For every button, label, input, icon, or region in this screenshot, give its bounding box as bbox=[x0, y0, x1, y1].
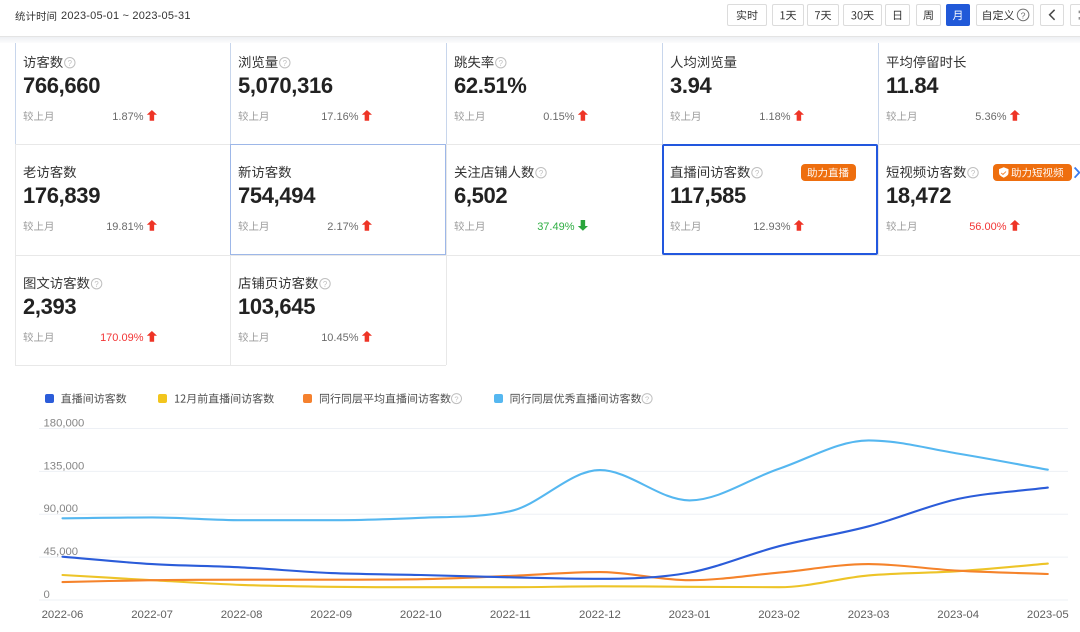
svg-text:2023-02: 2023-02 bbox=[758, 609, 800, 621]
svg-text:45,000: 45,000 bbox=[44, 546, 79, 558]
svg-text:135,000: 135,000 bbox=[44, 460, 85, 472]
svg-text:0: 0 bbox=[44, 589, 50, 601]
svg-text:2022-07: 2022-07 bbox=[131, 609, 173, 621]
svg-text:90,000: 90,000 bbox=[44, 503, 79, 515]
svg-text:2023-01: 2023-01 bbox=[669, 609, 711, 621]
svg-text:2023-05: 2023-05 bbox=[1027, 609, 1069, 621]
svg-text:2022-11: 2022-11 bbox=[490, 609, 531, 621]
svg-text:2022-09: 2022-09 bbox=[310, 609, 352, 621]
svg-text:2022-08: 2022-08 bbox=[221, 609, 263, 621]
svg-text:2023-03: 2023-03 bbox=[848, 609, 890, 621]
svg-text:2023-04: 2023-04 bbox=[937, 609, 979, 621]
svg-text:2022-12: 2022-12 bbox=[579, 609, 621, 621]
svg-text:2022-10: 2022-10 bbox=[400, 609, 442, 621]
svg-text:2022-06: 2022-06 bbox=[42, 609, 84, 621]
svg-text:180,000: 180,000 bbox=[44, 418, 85, 430]
